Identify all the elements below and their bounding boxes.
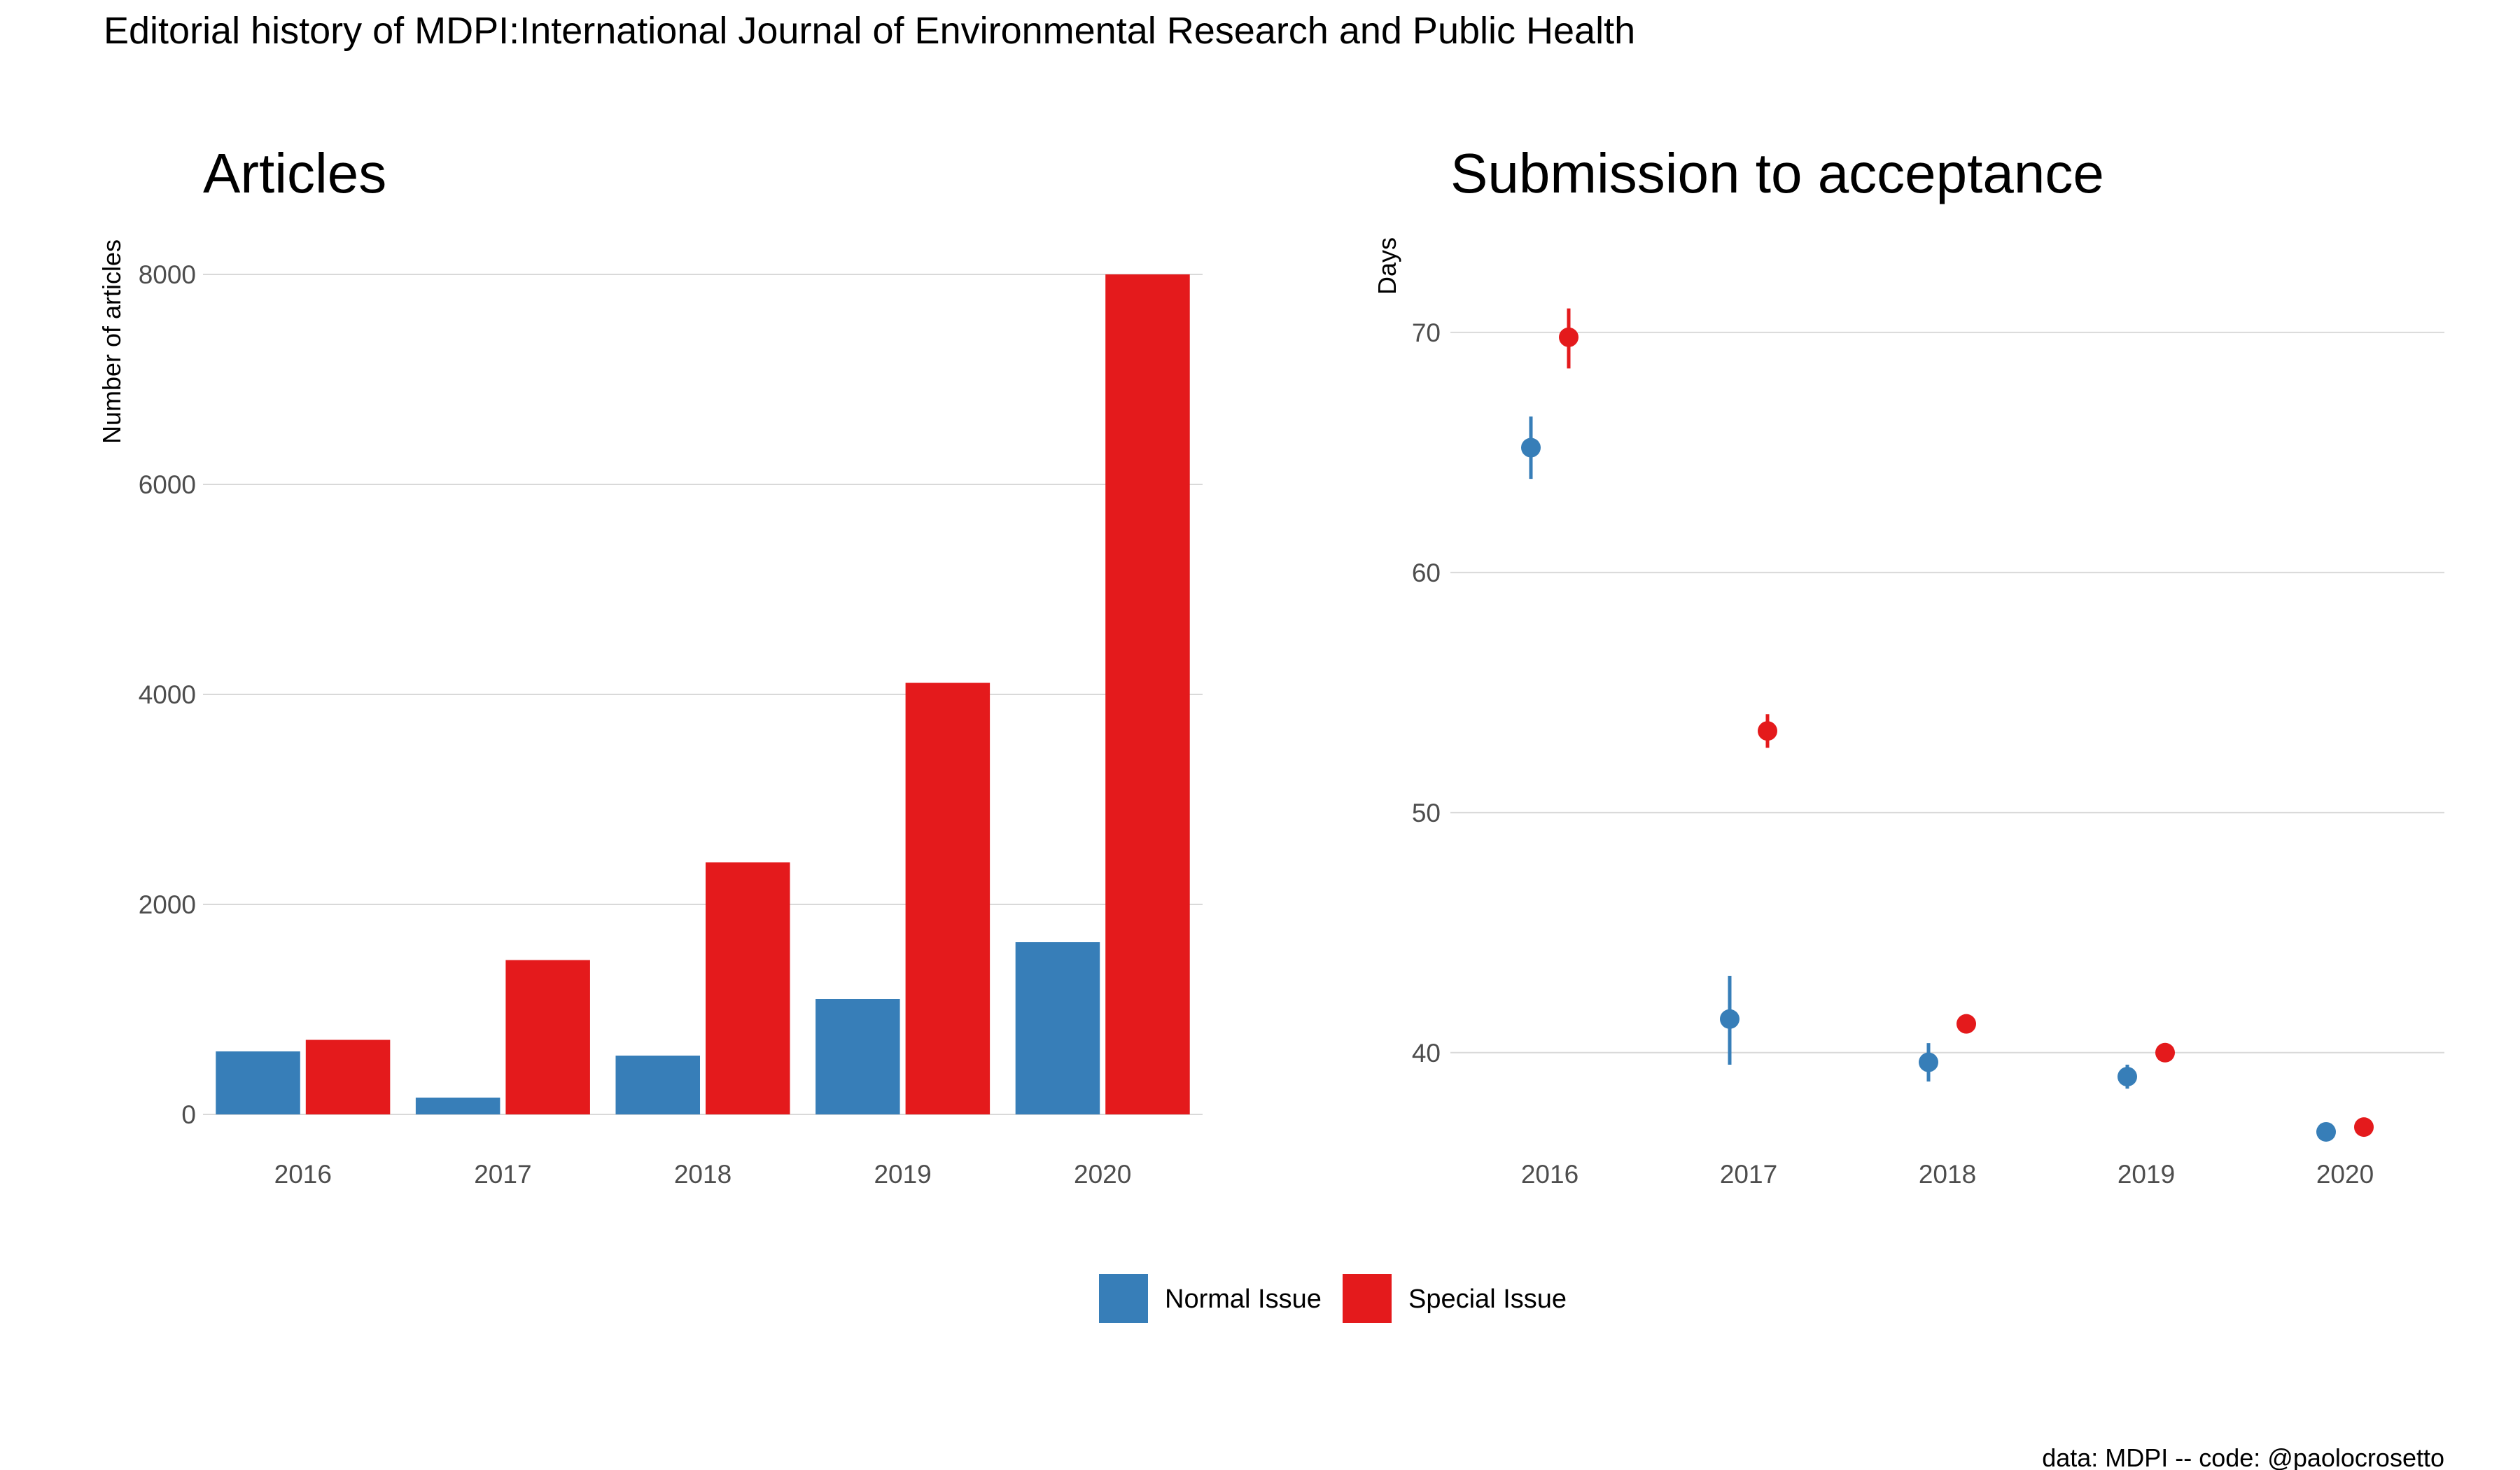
acceptance-gridlines	[1450, 331, 2444, 1054]
articles-x-tick-label: 2019	[874, 1160, 931, 1189]
bar-normal-issue-2020	[1015, 942, 1100, 1114]
acceptance-x-tick-label: 2018	[1919, 1160, 1976, 1189]
point-special-issue-2018	[1956, 1014, 1976, 1034]
bar-special-issue-2016	[305, 1040, 391, 1114]
articles-y-ticks: 0 2000 4000 6000 8000	[139, 260, 196, 1129]
articles-y-tick-label: 6000	[139, 470, 196, 499]
acceptance-panel-title: Submission to acceptance	[1450, 142, 2104, 204]
articles-y-tick-label: 2000	[139, 890, 196, 919]
figure-title: Editorial history of MDPI:International …	[104, 10, 1635, 52]
legend-key-special-issue	[1343, 1274, 1392, 1323]
bar-normal-issue-2016	[216, 1051, 300, 1114]
bar-normal-issue-2017	[415, 1098, 500, 1114]
acceptance-y-axis-title: Days	[1373, 237, 1401, 295]
articles-panel-title: Articles	[203, 142, 386, 204]
articles-x-tick-label: 2020	[1074, 1160, 1131, 1189]
point-normal-issue-2018	[1919, 1052, 1938, 1072]
bar-special-issue-2018	[706, 862, 790, 1114]
bar-special-issue-2017	[505, 960, 590, 1114]
point-special-issue-2020	[2354, 1117, 2374, 1138]
point-normal-issue-2019	[2118, 1067, 2137, 1087]
articles-y-tick-label: 0	[181, 1100, 196, 1129]
point-special-issue-2016	[1559, 327, 1578, 347]
articles-x-tick-label: 2018	[674, 1160, 732, 1189]
bar-normal-issue-2018	[615, 1056, 700, 1114]
caption: data: MDPI -- code: @paolocrosetto	[2042, 1443, 2444, 1470]
articles-x-ticks: 2016 2017 2018 2019 2020	[274, 1160, 1132, 1189]
acceptance-x-tick-label: 2016	[1521, 1160, 1578, 1189]
articles-x-tick-label: 2016	[274, 1160, 332, 1189]
acceptance-x-tick-label: 2019	[2118, 1160, 2175, 1189]
acceptance-x-tick-label: 2020	[2316, 1160, 2374, 1189]
acceptance-y-tick-label: 50	[1412, 799, 1441, 827]
acceptance-y-ticks: 40 50 60 70	[1412, 318, 1441, 1068]
point-special-issue-2019	[2155, 1042, 2175, 1063]
legend-key-normal-issue	[1099, 1274, 1148, 1323]
point-normal-issue-2017	[1720, 1009, 1740, 1029]
articles-y-tick-label: 4000	[139, 680, 196, 709]
articles-bars	[216, 274, 1190, 1114]
acceptance-panel: Submission to acceptance Days 40 50 60 70 2…	[1373, 142, 2444, 1189]
point-normal-issue-2016	[1521, 438, 1541, 458]
acceptance-y-tick-label: 60	[1412, 559, 1441, 587]
articles-x-tick-label: 2017	[474, 1160, 531, 1189]
articles-y-axis-title: Number of articles	[97, 239, 126, 444]
point-special-issue-2017	[1758, 721, 1777, 741]
bar-special-issue-2020	[1105, 274, 1190, 1114]
articles-y-tick-label: 8000	[139, 260, 196, 289]
legend-label-normal-issue: Normal Issue	[1165, 1284, 1322, 1314]
bar-normal-issue-2019	[816, 999, 900, 1114]
legend-label-special-issue: Special Issue	[1408, 1284, 1567, 1314]
acceptance-x-tick-label: 2017	[1720, 1160, 1777, 1189]
acceptance-x-ticks: 2016 2017 2018 2019 2020	[1521, 1160, 2374, 1189]
articles-panel: Articles Number of articles 0 2000 4000 600…	[97, 142, 1203, 1189]
acceptance-y-tick-label: 40	[1412, 1039, 1441, 1068]
point-normal-issue-2020	[2316, 1121, 2336, 1142]
bar-special-issue-2019	[905, 682, 990, 1114]
legend: Normal Issue Special Issue	[1099, 1274, 1567, 1323]
acceptance-y-tick-label: 70	[1412, 318, 1441, 347]
acceptance-points	[1521, 308, 2374, 1142]
